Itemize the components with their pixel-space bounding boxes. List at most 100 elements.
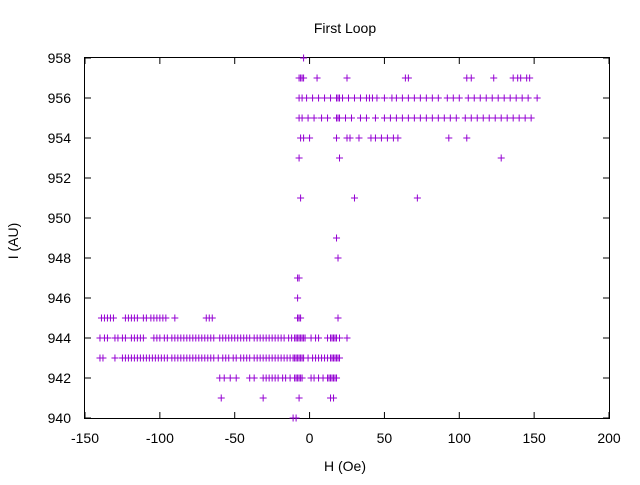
data-point bbox=[336, 354, 344, 362]
data-point bbox=[445, 134, 453, 142]
data-point bbox=[171, 314, 179, 322]
x-tick-label: 50 bbox=[377, 430, 393, 446]
data-point bbox=[461, 114, 469, 122]
data-point bbox=[404, 94, 412, 102]
data-point bbox=[491, 114, 499, 122]
data-point bbox=[334, 254, 342, 262]
data-point bbox=[371, 134, 379, 142]
data-point bbox=[336, 154, 344, 162]
y-tick-label: 954 bbox=[48, 130, 72, 146]
x-tick-label: -150 bbox=[71, 430, 99, 446]
data-point bbox=[303, 94, 311, 102]
data-point bbox=[404, 114, 412, 122]
data-point bbox=[422, 114, 430, 122]
data-point bbox=[347, 114, 355, 122]
data-point bbox=[121, 334, 129, 342]
data-point bbox=[327, 94, 335, 102]
data-point bbox=[482, 94, 490, 102]
data-point bbox=[208, 314, 216, 322]
data-point bbox=[232, 374, 240, 382]
data-point bbox=[517, 74, 525, 82]
x-tick-label: 0 bbox=[306, 430, 314, 446]
data-point bbox=[416, 114, 424, 122]
data-point bbox=[298, 374, 306, 382]
data-point bbox=[356, 94, 364, 102]
data-point bbox=[428, 94, 436, 102]
data-point bbox=[434, 94, 442, 102]
y-axis-label: I (AU) bbox=[5, 223, 21, 260]
data-point bbox=[467, 74, 475, 82]
x-tick-label: 150 bbox=[522, 430, 546, 446]
data-point bbox=[533, 94, 541, 102]
y-tick-label: 958 bbox=[48, 50, 72, 66]
y-tick-label: 952 bbox=[48, 170, 72, 186]
data-point bbox=[452, 114, 460, 122]
data-point bbox=[343, 334, 351, 342]
data-point bbox=[310, 114, 318, 122]
data-point bbox=[334, 314, 342, 322]
data-point bbox=[295, 274, 303, 282]
data-point bbox=[309, 94, 317, 102]
data-point bbox=[512, 94, 520, 102]
data-point bbox=[488, 94, 496, 102]
y-tick-label: 950 bbox=[48, 210, 72, 226]
x-axis-ticks: -150 -100 -50 0 50 100 150 200 bbox=[71, 58, 621, 446]
data-point bbox=[315, 334, 323, 342]
data-point bbox=[386, 114, 394, 122]
data-point bbox=[133, 314, 141, 322]
data-point bbox=[527, 114, 535, 122]
data-point bbox=[503, 114, 511, 122]
data-point bbox=[410, 94, 418, 102]
data-point bbox=[356, 114, 364, 122]
data-point bbox=[109, 314, 117, 322]
data-point bbox=[324, 114, 332, 122]
data-point bbox=[380, 114, 388, 122]
data-point bbox=[297, 314, 305, 322]
data-point bbox=[339, 94, 347, 102]
y-tick-label: 948 bbox=[48, 250, 72, 266]
data-point bbox=[300, 54, 308, 62]
data-point bbox=[346, 134, 354, 142]
chart-title: First Loop bbox=[314, 20, 376, 36]
data-points bbox=[96, 54, 541, 422]
data-point bbox=[330, 394, 338, 402]
data-point bbox=[521, 114, 529, 122]
data-point bbox=[295, 394, 303, 402]
data-point bbox=[463, 134, 471, 142]
x-tick-label: -100 bbox=[146, 430, 174, 446]
data-point bbox=[344, 94, 352, 102]
data-point bbox=[440, 114, 448, 122]
y-axis-ticks: 940 942 944 946 948 950 952 954 956 958 bbox=[48, 50, 609, 426]
data-point bbox=[139, 334, 147, 342]
data-point bbox=[297, 194, 305, 202]
data-point bbox=[226, 374, 234, 382]
data-point bbox=[333, 134, 341, 142]
data-point bbox=[404, 74, 412, 82]
data-point bbox=[220, 374, 228, 382]
data-point bbox=[103, 334, 111, 342]
data-point bbox=[443, 94, 451, 102]
data-point bbox=[392, 114, 400, 122]
data-point bbox=[304, 114, 312, 122]
data-point bbox=[449, 94, 457, 102]
data-point bbox=[515, 114, 523, 122]
data-point bbox=[294, 294, 302, 302]
y-tick-label: 944 bbox=[48, 330, 72, 346]
data-point bbox=[518, 94, 526, 102]
data-point bbox=[298, 114, 306, 122]
data-point bbox=[509, 114, 517, 122]
data-point bbox=[479, 114, 487, 122]
data-point bbox=[300, 74, 308, 82]
data-point bbox=[301, 334, 309, 342]
data-point bbox=[524, 94, 532, 102]
y-tick-label: 942 bbox=[48, 370, 72, 386]
data-point bbox=[392, 94, 400, 102]
data-point bbox=[476, 94, 484, 102]
data-point bbox=[485, 114, 493, 122]
data-point bbox=[350, 94, 358, 102]
data-point bbox=[377, 134, 385, 142]
data-point bbox=[333, 234, 341, 242]
data-point bbox=[410, 114, 418, 122]
data-point bbox=[526, 74, 534, 82]
